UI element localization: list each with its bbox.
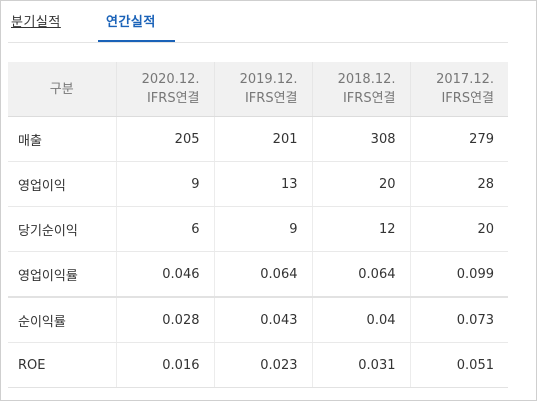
table-row-operating-profit: 영업이익 9 13 20 28 [8,161,508,207]
row-label: ROE [8,342,116,388]
cell-value: 0.016 [115,342,214,388]
row-label: 순이익률 [8,297,116,343]
cell-value: 6 [115,206,214,252]
cell-value: 20 [409,206,508,252]
cell-value: 0.04 [311,297,410,343]
cell-value: 0.099 [409,251,508,298]
cell-value: 0.028 [115,297,214,343]
header-period: 2017.12. [436,72,494,87]
tab-annual[interactable]: 연간실적 [106,15,156,30]
tab-quarterly[interactable]: 분기실적 [11,15,61,30]
header-column-2017: 2017.12. IFRS연결 [409,62,508,117]
cell-value: 9 [213,206,312,252]
header-column-2020: 2020.12. IFRS연결 [115,62,214,117]
financial-table: 구분 2020.12. IFRS연결 2019.12. IFRS연결 2018.… [8,62,508,388]
table-row-operating-margin: 영업이익률 0.046 0.064 0.064 0.099 [8,251,508,298]
cell-value: 279 [409,116,508,162]
cell-value: 0.064 [213,251,312,298]
cell-value: 205 [115,116,214,162]
cell-value: 0.073 [409,297,508,343]
table-row-sales: 매출 205 201 308 279 [8,116,508,162]
cell-value: 0.046 [115,251,214,298]
header-basis: IFRS연결 [342,91,396,106]
cell-value: 0.031 [311,342,410,388]
header-basis: IFRS연결 [244,91,298,106]
table-row-roe: ROE 0.016 0.023 0.031 0.051 [8,342,508,388]
header-gubun: 구분 [8,62,116,117]
cell-value: 12 [311,206,410,252]
cell-value: 9 [115,161,214,207]
cell-value: 28 [409,161,508,207]
cell-value: 308 [311,116,410,162]
cell-value: 20 [311,161,410,207]
table-header-row: 구분 2020.12. IFRS연결 2019.12. IFRS연결 2018.… [8,62,508,117]
cell-value: 0.023 [213,342,312,388]
row-label: 매출 [8,116,116,162]
cell-value: 201 [213,116,312,162]
cell-value: 0.043 [213,297,312,343]
row-label: 영업이익 [8,161,116,207]
header-column-2018: 2018.12. IFRS연결 [311,62,410,117]
cell-value: 13 [213,161,312,207]
header-basis: IFRS연결 [441,91,494,106]
row-label: 당기순이익 [8,206,116,252]
header-basis: IFRS연결 [146,91,200,106]
cell-value: 0.064 [311,251,410,298]
table-row-net-income: 당기순이익 6 9 12 20 [8,206,508,252]
header-column-2019: 2019.12. IFRS연결 [213,62,312,117]
tab-bar: 분기실적 연간실적 [0,0,537,44]
table-row-net-margin: 순이익률 0.028 0.043 0.04 0.073 [8,297,508,343]
cell-value: 0.051 [409,342,508,388]
header-period: 2020.12. [141,72,200,87]
header-period: 2018.12. [337,72,396,87]
active-tab-indicator [98,40,175,42]
tab-divider [8,42,508,43]
header-period: 2019.12. [239,72,298,87]
row-label: 영업이익률 [8,251,116,298]
